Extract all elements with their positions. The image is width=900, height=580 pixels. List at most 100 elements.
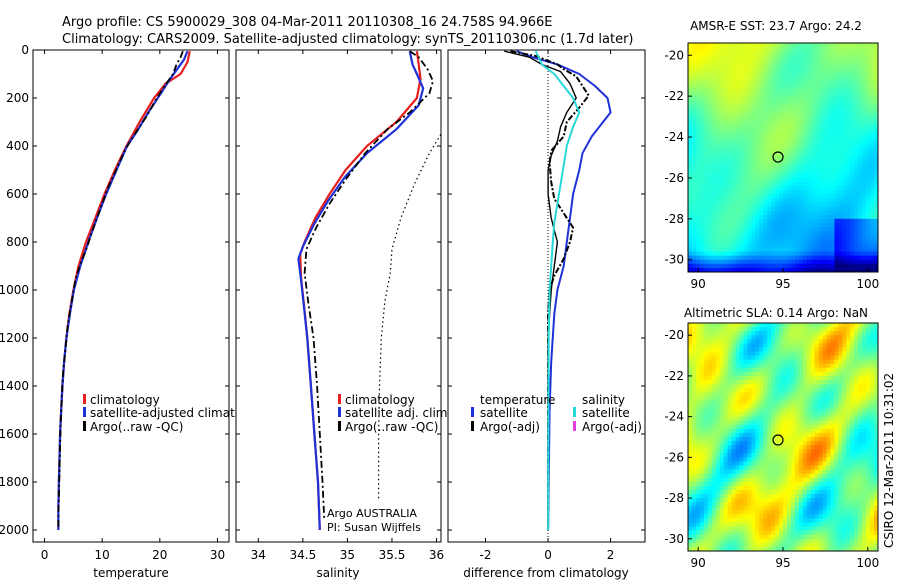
legend-swatch-satellite <box>471 407 474 417</box>
legend-heading-salinity: salinity <box>582 393 625 407</box>
x-tick-label: 2 <box>607 548 615 562</box>
temperature-legend: climatology satellite-adjusted climatolo… <box>83 393 253 434</box>
salinity-series-line-3 <box>378 133 441 502</box>
temperature-xlabel: temperature <box>93 566 168 580</box>
y-tick-label: 2000 <box>0 523 29 537</box>
temperature-plot-area <box>33 50 229 542</box>
legend-swatch-argo <box>83 421 86 431</box>
legend-swatch-climatology <box>338 394 341 404</box>
figure-title-line2: Climatology: CARS2009. Satellite-adjuste… <box>62 32 634 47</box>
x-tick-label: 0 <box>41 548 49 562</box>
legend-swatch-salinity-satellite <box>573 407 576 417</box>
legend-swatch-argo <box>338 421 341 431</box>
legend-swatch-argo <box>471 421 474 431</box>
sst-map-title: AMSR-E SST: 23.7 Argo: 24.2 <box>690 19 862 33</box>
x-tick-label: -2 <box>480 548 492 562</box>
legend-label-satellite: satellite-adjusted climatolo <box>90 406 253 420</box>
temperature-frame <box>32 49 230 543</box>
map-y-tick-label: -30 <box>664 253 684 267</box>
difference-series-line-3 <box>534 50 581 531</box>
salinity-series <box>297 50 441 531</box>
map-y-tick-label: -24 <box>664 130 684 144</box>
x-tick-label: 20 <box>152 548 167 562</box>
map-y-tick-label: -28 <box>664 491 684 505</box>
difference-xlabel: difference from climatology <box>463 566 629 580</box>
legend-label-argo: Argo(..raw -QC) <box>345 420 438 434</box>
side-timestamp-label: CSIRO 12-Mar-2011 10:31:02 <box>882 373 896 548</box>
y-tick-label: 1800 <box>0 475 29 489</box>
salinity-series-line-2 <box>303 50 434 519</box>
x-tick-label: 35 <box>340 548 355 562</box>
difference-plot-area <box>448 50 645 542</box>
map-x-tick-label: 100 <box>856 556 879 570</box>
salinity-panel: 34 34.5 35 35.5 36 climatology satellite adj… <box>235 49 451 580</box>
y-tick-label: 1400 <box>0 379 29 393</box>
salinity-series-line-1 <box>297 50 425 531</box>
legend-swatch-climatology <box>83 394 86 404</box>
difference-legend-temperature: temperature satellite Argo(-adj) <box>471 393 555 434</box>
y-tick-label: 400 <box>6 139 29 153</box>
sst-heatmap <box>688 43 878 272</box>
x-tick-label: 36 <box>429 548 444 562</box>
temperature-ticks: 0 10 20 30 0 200 400 600 800 1000 1200 1400 1600 1800… <box>0 43 229 562</box>
legend-swatch-salinity-argo <box>573 421 576 431</box>
figure-title-line1: Argo profile: CS 5900029_308 04-Mar-2011… <box>62 15 552 30</box>
sst-map-ticks: 90 95 100 -20 -22 -24 -26 -28 -30 <box>664 48 879 291</box>
map-y-tick-label: -22 <box>664 89 684 103</box>
x-tick-label: 0 <box>544 548 552 562</box>
difference-series-line-0 <box>516 50 612 531</box>
sla-map-title: Altimetric SLA: 0.14 Argo: NaN <box>684 306 868 320</box>
difference-legend-salinity: salinity satellite Argo(-adj) <box>573 393 642 434</box>
map-y-tick-label: -24 <box>664 410 684 424</box>
legend-heading-temperature: temperature <box>480 393 555 407</box>
y-tick-label: 1200 <box>0 331 29 345</box>
argo-float-marker <box>772 434 784 446</box>
x-tick-label: 10 <box>95 548 110 562</box>
x-tick-label: 30 <box>210 548 225 562</box>
y-tick-label: 800 <box>6 235 29 249</box>
y-tick-label: 200 <box>6 91 29 105</box>
map-y-tick-label: -30 <box>664 532 684 546</box>
legend-label-salinity-satellite: satellite <box>582 406 630 420</box>
salinity-frame <box>235 49 442 543</box>
legend-swatch-satellite <box>83 407 86 417</box>
map-y-tick-label: -20 <box>664 48 684 62</box>
sst-map-panel: AMSR-E SST: 23.7 Argo: 24.2 90 95 100 -20 -2… <box>664 19 879 291</box>
map-x-tick-label: 100 <box>856 277 879 291</box>
legend-label-salinity-argo: Argo(-adj) <box>582 420 642 434</box>
difference-frame <box>447 49 646 543</box>
map-y-tick-label: -28 <box>664 212 684 226</box>
map-x-tick-label: 90 <box>691 277 706 291</box>
y-tick-label: 600 <box>6 187 29 201</box>
sla-map-ticks: 90 95 100 -20 -22 -24 -26 -28 -30 <box>664 328 879 570</box>
map-y-tick-label: -26 <box>664 450 684 464</box>
y-tick-label: 1000 <box>0 283 29 297</box>
legend-swatch-satellite <box>338 407 341 417</box>
legend-label-argo: Argo(-adj) <box>480 420 540 434</box>
legend-label-climatology: climatology <box>90 393 160 407</box>
sla-heatmap <box>688 323 878 551</box>
map-x-tick-label: 95 <box>775 277 790 291</box>
map-x-tick-label: 95 <box>775 556 790 570</box>
difference-panel: -2 0 2 temperature satellite Argo(-adj) sa… <box>447 49 646 580</box>
y-tick-label: 1600 <box>0 427 29 441</box>
salinity-legend: climatology satellite adj. clim. Argo(..… <box>338 393 451 434</box>
map-y-tick-label: -22 <box>664 369 684 383</box>
temperature-series <box>57 50 191 530</box>
x-tick-label: 34.5 <box>289 548 316 562</box>
temperature-panel: 0 10 20 30 0 200 400 600 800 1000 1200 1400 1600 1800… <box>0 43 253 580</box>
y-tick-label: 0 <box>21 43 29 57</box>
difference-ticks: -2 0 2 <box>448 49 645 562</box>
x-tick-label: 34 <box>251 548 266 562</box>
salinity-plot-area <box>236 50 441 542</box>
map-y-tick-label: -26 <box>664 171 684 185</box>
salinity-annotation-line2: PI: Susan Wijffels <box>327 521 421 534</box>
legend-label-satellite: satellite <box>480 406 528 420</box>
map-x-tick-label: 90 <box>691 556 706 570</box>
x-tick-label: 35.5 <box>379 548 406 562</box>
sla-map-panel: Altimetric SLA: 0.14 Argo: NaN 90 95 100 -2… <box>664 306 879 570</box>
salinity-annotation-line1: Argo AUSTRALIA <box>327 507 417 520</box>
legend-label-argo: Argo(..raw -QC) <box>90 420 183 434</box>
difference-series-line-2 <box>504 50 577 530</box>
